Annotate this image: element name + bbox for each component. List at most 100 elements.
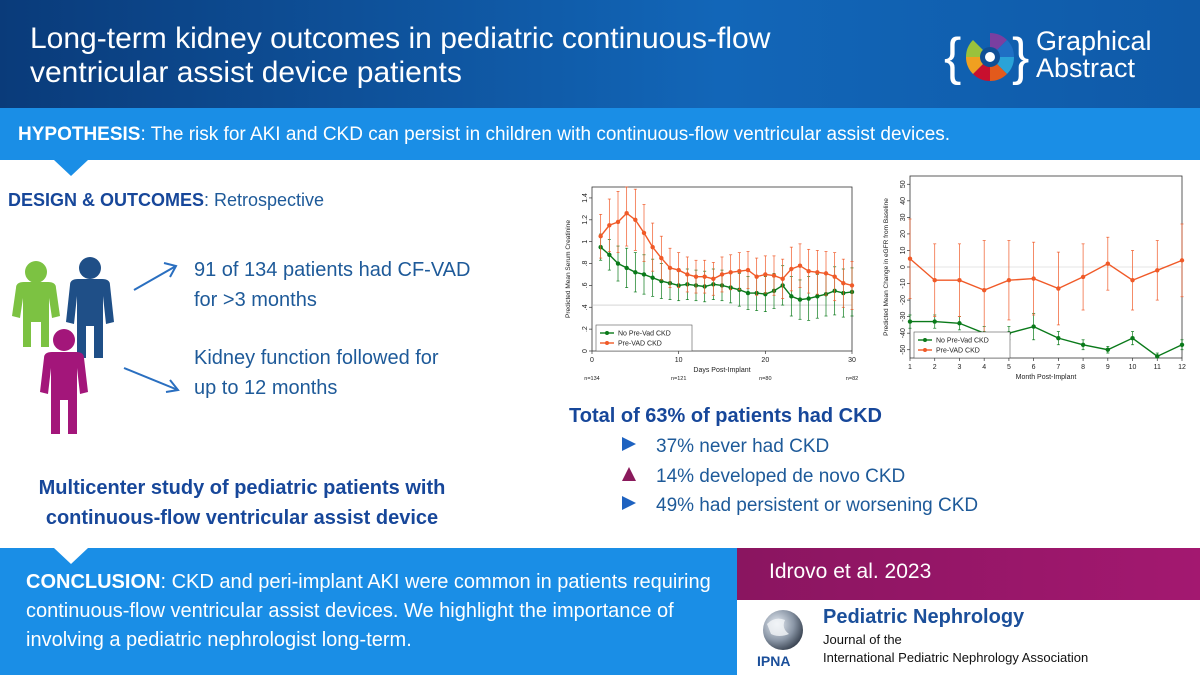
data-point [676,267,681,273]
data-point [615,261,621,266]
y-tick-label: 10 [900,246,907,254]
legend-marker [923,348,927,352]
conclusion-body: : CKD and peri-implant AKI were common i… [26,571,711,651]
data-point [607,223,612,228]
conclusion-box: CONCLUSION: CKD and peri-implant AKI wer… [0,548,737,675]
data-point [1056,335,1061,341]
x-tick-label: 2 [933,364,937,371]
data-point [841,281,846,286]
data-point [1006,278,1012,283]
y-tick-label: -30 [900,311,907,321]
y-tick-label: 20 [900,230,907,238]
ipna-logo-text: IPNA [757,653,790,669]
conclusion-arrow [54,548,88,564]
x-tick-label: 4 [982,364,986,371]
data-point [1105,347,1111,352]
x-tick-label: 8 [1081,364,1085,371]
data-point [1056,286,1061,291]
n-label: n=82 [846,376,858,382]
data-point [745,290,751,296]
data-point [763,272,768,277]
data-point [745,267,751,273]
y-tick-label: 0 [900,265,907,269]
hypothesis-arrow [54,160,88,176]
data-point [1155,268,1160,273]
journal-subtitle-1: Journal of the [823,632,902,647]
data-point [1130,335,1135,341]
conclusion-text: CONCLUSION: CKD and peri-implant AKI wer… [26,568,731,655]
data-point [823,271,829,276]
y-tick-label: 30 [900,213,907,221]
n-label: n=134 [584,376,599,382]
data-point [667,265,673,271]
legend-box [913,331,1011,359]
legend-marker [923,338,927,342]
outcome-never-ckd: 37% never had CKD [622,436,829,462]
y-tick-label: .8 [582,261,589,267]
legend-label: No Pre-Vad CKD [618,331,671,338]
data-point [932,319,937,324]
y-tick-label: .2 [582,326,589,332]
ckd-total: Total of 63% of patients had CKD [569,405,882,427]
y-axis-label: Predicted Mean Change in eGFR from Basel… [883,198,890,336]
data-point [789,266,794,272]
data-point [685,272,690,277]
triangle-right-icon [622,496,636,510]
data-point [737,268,742,274]
journal-name: Pediatric Nephrology [823,606,1025,628]
outcome-de-novo-ckd: 14% developed de novo CKD [622,466,905,492]
data-point [1179,342,1185,347]
conclusion-label: CONCLUSION [26,571,161,593]
data-point [907,319,913,324]
creatinine-chart: 0 .2 .4 .6 .8 1 1.2 1.4 0 10 20 30 No Pre-Vad CKD Pre… [565,186,858,382]
x-tick-label: 11 [1154,364,1161,371]
y-tick-label: 1 [582,240,589,244]
x-tick-label: 10 [675,357,683,364]
data-point [797,263,803,268]
hypothesis-bar: HYPOTHESIS: The risk for AKI and CKD can… [0,108,1200,160]
outcome-text: 49% had persistent or worsening CKD [656,495,979,516]
y-tick-label: 40 [900,197,907,205]
x-tick-label: 7 [1056,364,1060,371]
y-tick-label: -50 [900,345,907,355]
data-point [615,219,621,225]
data-point [607,252,612,257]
legend-marker [605,331,609,335]
y-tick-label: 50 [900,180,907,188]
x-tick-label: 9 [1106,364,1110,371]
data-point [771,273,777,278]
svg-text:{: { [944,28,961,86]
y-tick-label: -20 [900,295,907,305]
bullet-patients-line1: 91 of 134 patients had CF-VAD [194,259,471,281]
legend-label: Pre-VAD CKD [936,348,980,355]
data-point [728,270,733,275]
multicenter-statement: Multicenter study of pediatric patients … [4,473,480,533]
x-tick-label: 0 [590,357,594,364]
design-outcomes: DESIGN & OUTCOMES: Retrospective [8,190,324,211]
graphical-abstract-badge: { } Graphical Abstract [942,24,1182,88]
data-point [797,297,803,302]
data-point [815,294,820,299]
legend-box [595,324,693,352]
data-point [1080,274,1086,280]
journal-subtitle-2: International Pediatric Nephrology Assoc… [823,650,1089,665]
x-tick-label: 12 [1178,364,1186,371]
journal-block: IPNA Pediatric Nephrology Journal of the… [737,600,1200,675]
data-point [719,272,725,277]
data-point [693,274,699,279]
data-point [932,278,937,283]
data-point [598,234,603,239]
data-point [1080,342,1086,347]
data-point [711,276,716,282]
design-body: : Retrospective [204,190,325,210]
data-point [641,230,647,236]
multicenter-line2: continuous-flow ventricular assist devic… [45,507,439,529]
header-banner: Long-term kidney outcomes in pediatric c… [0,0,1200,108]
x-axis-label: Days Post-Implant [693,367,750,374]
data-point [624,211,629,216]
reference-citation: Idrovo et al. 2023 [769,560,932,583]
data-point [832,274,837,279]
y-tick-label: 1.2 [582,215,589,225]
x-tick-label: 6 [1032,364,1036,371]
